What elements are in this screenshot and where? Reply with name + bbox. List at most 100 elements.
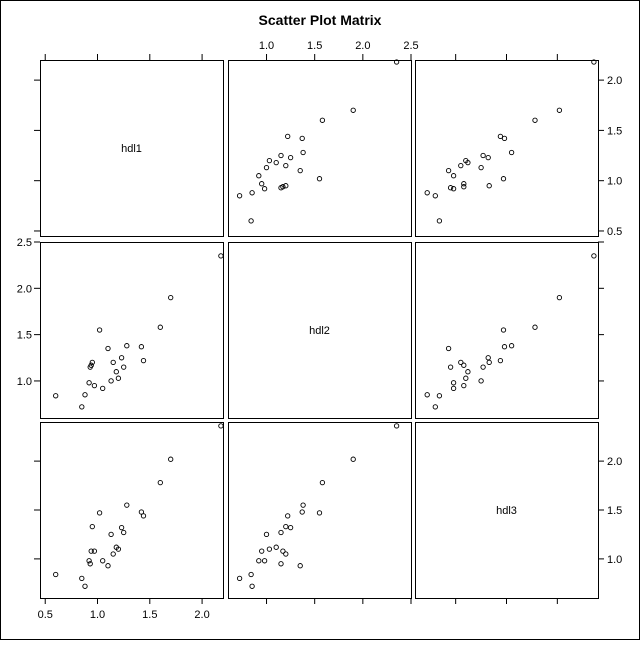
point-hdl3-hdl1-9 (450, 173, 457, 179)
point-hdl1-hdl2-14 (115, 375, 122, 381)
point-hdl1-hdl3-1 (79, 575, 85, 582)
point-hdl1-hdl2-3 (86, 380, 92, 386)
point-hdl1-hdl2-15 (118, 355, 125, 361)
point-hdl1-hdl2-16 (121, 364, 127, 370)
point-hdl1-hdl3-3 (86, 558, 92, 564)
point-hdl3-hdl1-4 (447, 185, 454, 191)
point-hdl2-hdl3-16 (278, 529, 284, 536)
point-hdl2-hdl1-5 (280, 184, 286, 190)
point-hdl2-hdl3-17 (300, 502, 306, 508)
panel-hdl3-vs-hdl1 (40, 422, 224, 599)
point-hdl3-hdl2-16 (480, 364, 486, 370)
tick-label-right-hdl1-0: 0.5 (607, 226, 622, 238)
tick-label-right-hdl1-1: 1.0 (607, 176, 622, 188)
point-hdl3-hdl2-9 (450, 385, 457, 392)
point-hdl3-hdl2-8 (500, 327, 507, 333)
point-hdl2-hdl1-1 (236, 193, 243, 199)
point-hdl1-hdl2-6 (89, 359, 95, 366)
point-hdl3-hdl1-17 (508, 149, 515, 156)
point-hdl3-hdl1-6 (486, 183, 492, 189)
point-hdl3-hdl1-5 (461, 184, 467, 190)
point-hdl3-hdl1-12 (458, 162, 464, 169)
point-hdl2-hdl3-19 (285, 513, 291, 519)
point-hdl3-hdl1-7 (461, 181, 467, 187)
point-hdl3-hdl2-7 (461, 382, 467, 389)
point-hdl2-hdl3-13 (273, 544, 279, 550)
point-hdl1-hdl3-9 (100, 558, 106, 564)
point-hdl1-hdl3-19 (140, 513, 147, 519)
point-hdl3-hdl2-10 (445, 345, 452, 352)
point-hdl1-hdl3-2 (82, 583, 88, 589)
point-hdl1-hdl3-16 (121, 529, 127, 536)
point-hdl3-hdl1-3 (450, 186, 457, 192)
point-hdl2-hdl1-22 (393, 59, 400, 65)
panel-hdl1-vs-hdl3 (415, 60, 599, 237)
point-hdl1-hdl2-17 (124, 343, 130, 349)
point-hdl3-hdl1-15 (485, 154, 491, 161)
point-hdl2-hdl3-14 (266, 546, 273, 552)
point-hdl1-hdl3-18 (138, 509, 145, 515)
point-hdl2-hdl1-0 (248, 218, 254, 224)
point-hdl2-hdl1-11 (263, 164, 270, 171)
plot-area: hdl1 hdl2 hdl3 0.5 1.0 1.5 2.0 1.0 1.5 2.0 2.5 0.5 1… (17, 40, 623, 621)
point-hdl2-hdl3-18 (299, 509, 305, 515)
point-hdl1-hdl3-17 (124, 502, 130, 508)
point-hdl2-hdl1-6 (283, 183, 289, 189)
point-hdl1-hdl2-20 (157, 324, 163, 330)
point-hdl1-hdl3-14 (115, 546, 122, 552)
point-hdl3-hdl1-11 (478, 164, 484, 171)
tick-label-bottom-hdl1-3: 2.0 (194, 609, 209, 621)
point-hdl2-hdl1-19 (285, 133, 291, 140)
panel-hdl1-vs-hdl2 (228, 60, 412, 237)
point-hdl2-hdl1-2 (249, 190, 255, 196)
panel-hdl2-vs-hdl1 (40, 242, 224, 419)
point-hdl3-hdl1-18 (501, 135, 508, 142)
point-hdl1-hdl2-2 (82, 392, 88, 398)
point-hdl2-hdl1-15 (287, 154, 294, 161)
point-hdl2-hdl3-21 (350, 456, 356, 462)
point-hdl3-hdl2-0 (436, 393, 443, 399)
point-hdl2-hdl3-4 (278, 561, 284, 567)
point-hdl3-hdl2-17 (508, 343, 515, 349)
tick-label-bottom-hdl1-0: 0.5 (38, 609, 53, 621)
point-hdl1-hdl2-0 (53, 393, 59, 399)
point-hdl3-hdl2-2 (424, 392, 430, 398)
tick-label-right-hdl3-2: 1.5 (607, 505, 622, 517)
point-hdl2-hdl3-9 (256, 558, 262, 564)
point-hdl2-hdl1-14 (266, 157, 273, 164)
point-hdl1-hdl3-10 (105, 563, 111, 569)
tick-label-bottom-hdl1-2: 1.5 (142, 609, 157, 621)
point-hdl2-hdl3-22 (393, 423, 400, 429)
variable-label-hdl3: hdl3 (496, 505, 517, 517)
point-hdl2-hdl3-6 (283, 523, 289, 530)
panel-hdl2-vs-hdl2 (228, 242, 412, 419)
point-hdl2-hdl3-3 (261, 558, 268, 564)
point-hdl2-hdl1-21 (350, 107, 356, 113)
point-hdl1-hdl2-1 (79, 404, 85, 410)
point-hdl3-hdl1-16 (480, 152, 486, 159)
point-hdl1-hdl3-7 (91, 548, 98, 554)
point-hdl3-hdl2-3 (450, 380, 457, 386)
point-hdl3-hdl2-21 (556, 294, 563, 301)
point-hdl1-hdl2-22 (218, 253, 224, 259)
point-hdl1-hdl2-7 (91, 382, 98, 389)
point-hdl3-hdl1-22 (591, 59, 597, 65)
point-hdl1-hdl2-13 (113, 369, 119, 375)
point-hdl1-hdl2-21 (168, 294, 174, 301)
point-hdl3-hdl2-4 (447, 364, 454, 370)
point-hdl3-hdl1-19 (497, 133, 504, 140)
point-hdl2-hdl1-12 (283, 162, 289, 169)
point-hdl3-hdl1-1 (432, 193, 438, 199)
panel-hdl1-vs-hdl1 (40, 60, 224, 237)
tick-label-top-hdl2-2: 2.0 (355, 40, 370, 52)
point-hdl2-hdl3-10 (297, 563, 303, 569)
point-hdl2-hdl1-9 (256, 173, 262, 179)
point-hdl2-hdl3-12 (283, 551, 289, 557)
point-hdl3-hdl2-11 (478, 378, 484, 384)
point-hdl2-hdl3-11 (263, 531, 270, 538)
chart-title: Scatter Plot Matrix (259, 12, 382, 28)
point-hdl3-hdl2-20 (532, 324, 538, 330)
point-hdl3-hdl2-15 (485, 355, 491, 361)
point-hdl1-hdl2-10 (105, 345, 111, 352)
